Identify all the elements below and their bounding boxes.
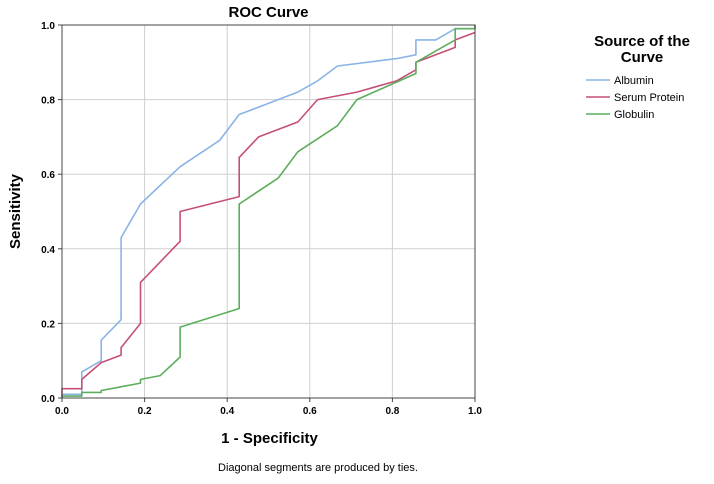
legend-title: Curve xyxy=(621,49,664,66)
y-tick-label: 0.8 xyxy=(41,96,55,107)
legend-entry: Albumin xyxy=(614,75,654,87)
legend-entry: Serum Protein xyxy=(614,92,684,104)
x-tick-label: 0.2 xyxy=(138,406,152,417)
x-tick-label: 0.0 xyxy=(55,406,69,417)
footnote: Diagonal segments are produced by ties. xyxy=(218,462,418,474)
chart-title: ROC Curve xyxy=(228,4,308,21)
series-line-globulin xyxy=(61,25,476,398)
plot-frame xyxy=(61,24,476,399)
y-tick-label: 1.0 xyxy=(41,21,55,32)
x-tick-label: 0.4 xyxy=(220,406,234,417)
series-line-albumin xyxy=(61,25,476,398)
x-axis-label: 1 - Specificity xyxy=(221,430,318,447)
y-tick-label: 0.0 xyxy=(41,394,55,405)
legend-title: Source of the xyxy=(594,33,690,50)
x-tick-label: 0.6 xyxy=(303,406,317,417)
y-tick-label: 0.6 xyxy=(41,170,55,181)
x-tick-label: 1.0 xyxy=(468,406,482,417)
plot-area xyxy=(61,24,476,399)
y-tick-label: 0.4 xyxy=(41,245,55,256)
y-axis-label: Sensitivity xyxy=(7,173,24,249)
y-tick-label: 0.2 xyxy=(41,319,55,330)
x-tick-label: 0.8 xyxy=(385,406,399,417)
legend-entry: Globulin xyxy=(614,109,654,121)
